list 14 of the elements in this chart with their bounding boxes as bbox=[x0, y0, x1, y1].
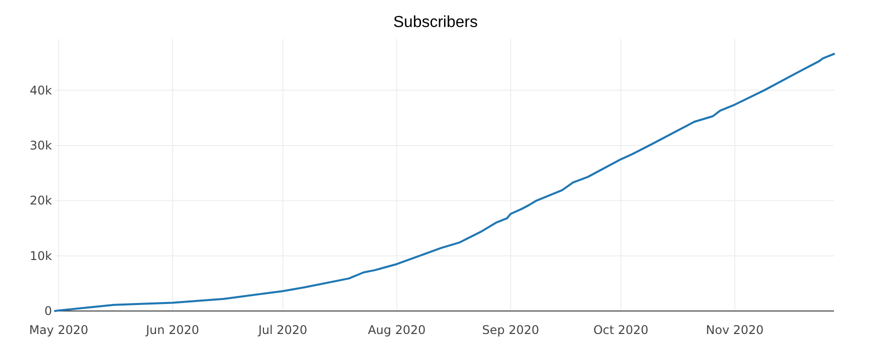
x-tick-label: Aug 2020 bbox=[368, 323, 426, 337]
x-tick-label: Jul 2020 bbox=[257, 323, 308, 337]
y-tick-label: 20k bbox=[30, 194, 52, 208]
x-tick-label: Sep 2020 bbox=[482, 323, 540, 337]
chart-title: Subscribers bbox=[393, 14, 478, 31]
y-tick-label: 40k bbox=[30, 83, 52, 98]
y-tick-label: 0 bbox=[44, 304, 52, 318]
x-tick-label: Jun 2020 bbox=[145, 323, 200, 337]
x-tick-label: Nov 2020 bbox=[706, 323, 764, 337]
y-tick-label: 10k bbox=[30, 248, 52, 263]
x-tick-label: Oct 2020 bbox=[593, 323, 648, 337]
line-series bbox=[54, 52, 835, 312]
x-tick-label: May 2020 bbox=[29, 323, 88, 337]
y-tick-label: 30k bbox=[30, 138, 52, 152]
